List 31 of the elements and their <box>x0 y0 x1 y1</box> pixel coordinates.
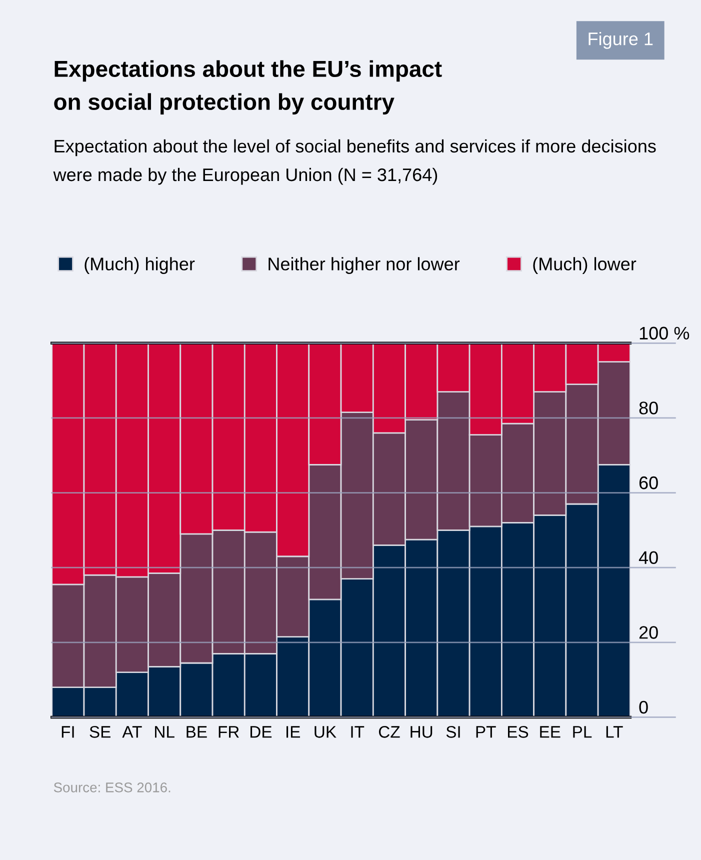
chart-title: Expectations about the EU’s impact on social protection by country <box>54 60 442 115</box>
x-tick-label: LT <box>606 726 623 738</box>
x-tick-label: FR <box>218 726 239 738</box>
x-tick-label: IT <box>351 726 364 738</box>
chart-subtitle: Expectation about the level of social benefits and services if more decisions were made by the European Union (N = 31,764) <box>53 139 656 185</box>
x-tick-label: HU <box>410 726 432 738</box>
x-tick-label: SE <box>90 726 110 738</box>
x-tick-label: DE <box>250 726 272 738</box>
x-tick-label: FI <box>62 726 74 738</box>
legend-label: (Much) higher <box>84 257 195 274</box>
source-note: Source: ESS 2016. <box>54 782 170 792</box>
y-tick-label: 40 <box>638 551 658 564</box>
x-tick-label: ES <box>508 726 528 738</box>
legend-label: Neither higher nor lower <box>268 257 460 274</box>
y-tick-label: 60 <box>639 476 658 490</box>
y-tick-label: 20 <box>639 626 658 639</box>
y-tick-label: 80 <box>639 402 658 414</box>
x-tick-label: NL <box>155 726 174 738</box>
x-tick-label: SI <box>446 726 460 738</box>
y-tick-label: 0 <box>639 700 648 714</box>
x-tick-label: AT <box>122 726 142 738</box>
x-tick-label: PL <box>573 726 592 738</box>
y-tick-label: 100 % <box>640 326 690 340</box>
x-tick-label: IE <box>286 726 300 738</box>
x-tick-label: UK <box>314 726 336 738</box>
x-tick-label: PT <box>476 726 496 738</box>
caption: Figure 1 <box>588 32 653 49</box>
x-tick-label: CZ <box>378 726 400 738</box>
x-tick-label: EE <box>540 726 560 738</box>
legend-label: (Much) lower <box>533 257 636 274</box>
x-tick-label: BE <box>186 726 207 738</box>
